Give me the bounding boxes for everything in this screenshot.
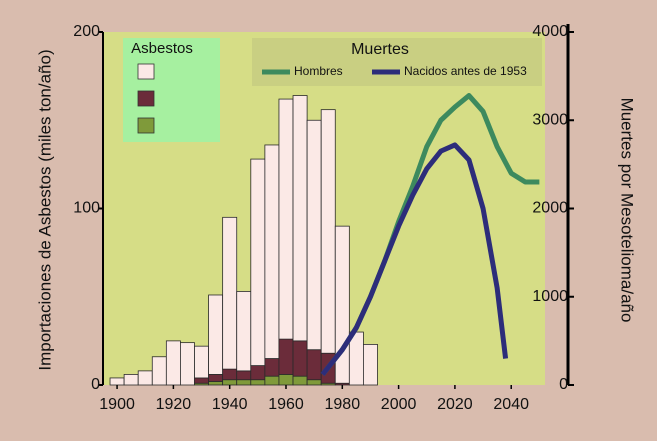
bar-segment [264, 375, 280, 386]
legend-label: Nacidos antes de 1953 [404, 64, 527, 78]
bar-segment [363, 344, 378, 386]
bar-segment [151, 356, 167, 386]
y-tick-label: 100 [73, 200, 100, 217]
x-tick-label: 2040 [493, 396, 529, 413]
bar-segment [320, 109, 336, 354]
x-tick-label: 1900 [99, 396, 135, 413]
bar-segment [194, 377, 209, 384]
y-axis-label: Importaciones de Asbestos (miles ton/año… [35, 49, 54, 370]
legend-swatch [137, 90, 155, 107]
bar-segment [306, 379, 322, 386]
x-tick-label: 1920 [156, 396, 192, 413]
x-tick-label: 2020 [437, 396, 473, 413]
bar-segment [250, 158, 266, 366]
y2-tick-label: 2000 [532, 200, 568, 217]
bar-segment [208, 374, 224, 382]
bar-segment [236, 370, 252, 381]
bar-segment [292, 375, 308, 386]
x-tick-label: 1940 [212, 396, 248, 413]
y2-tick-label: 3000 [532, 111, 568, 128]
line-series [320, 142, 509, 376]
bar-segment [236, 379, 252, 386]
bar-segment [250, 365, 266, 381]
y2-tick-label: 0 [559, 376, 568, 393]
bar-segment [222, 379, 238, 386]
y2-axis-label: Muertes por Mesotelioma/año [618, 98, 637, 323]
bar-segment [123, 374, 139, 386]
y-tick-label: 0 [91, 376, 100, 393]
bar-segment [306, 349, 322, 381]
bar-segment [292, 340, 308, 377]
legend-label: Hombres [294, 64, 343, 78]
bar-segment [137, 370, 153, 386]
bar-segment [264, 358, 280, 377]
x-tick-label: 1960 [268, 396, 304, 413]
bar-segment [222, 368, 238, 381]
bar-segment [208, 294, 224, 375]
bar-segment [250, 379, 266, 386]
bar-segment [278, 374, 294, 386]
y-tick-label: 200 [73, 23, 100, 40]
legend-swatch [137, 117, 155, 134]
bar-segment [222, 216, 238, 370]
bar-segment [264, 144, 280, 359]
bar-segment [278, 98, 294, 340]
legend-box [252, 38, 542, 86]
y2-tick-label: 1000 [532, 288, 568, 305]
bar-segment [292, 95, 308, 342]
bar-segment [278, 338, 294, 375]
bar-segment [165, 340, 181, 386]
bar-segment [208, 381, 224, 386]
bar-segment [180, 342, 195, 386]
bar-segment [194, 345, 209, 379]
legend-swatch [137, 63, 155, 80]
y2-tick-label: 4000 [532, 23, 568, 40]
bar-segment [306, 119, 322, 351]
x-tick-label: 1980 [325, 396, 361, 413]
legend-title: Muertes [351, 41, 409, 58]
bar-segment [109, 377, 125, 386]
bar-segment [236, 291, 252, 372]
x-tick-label: 2000 [381, 396, 417, 413]
legend-title: Asbestos [131, 40, 193, 57]
